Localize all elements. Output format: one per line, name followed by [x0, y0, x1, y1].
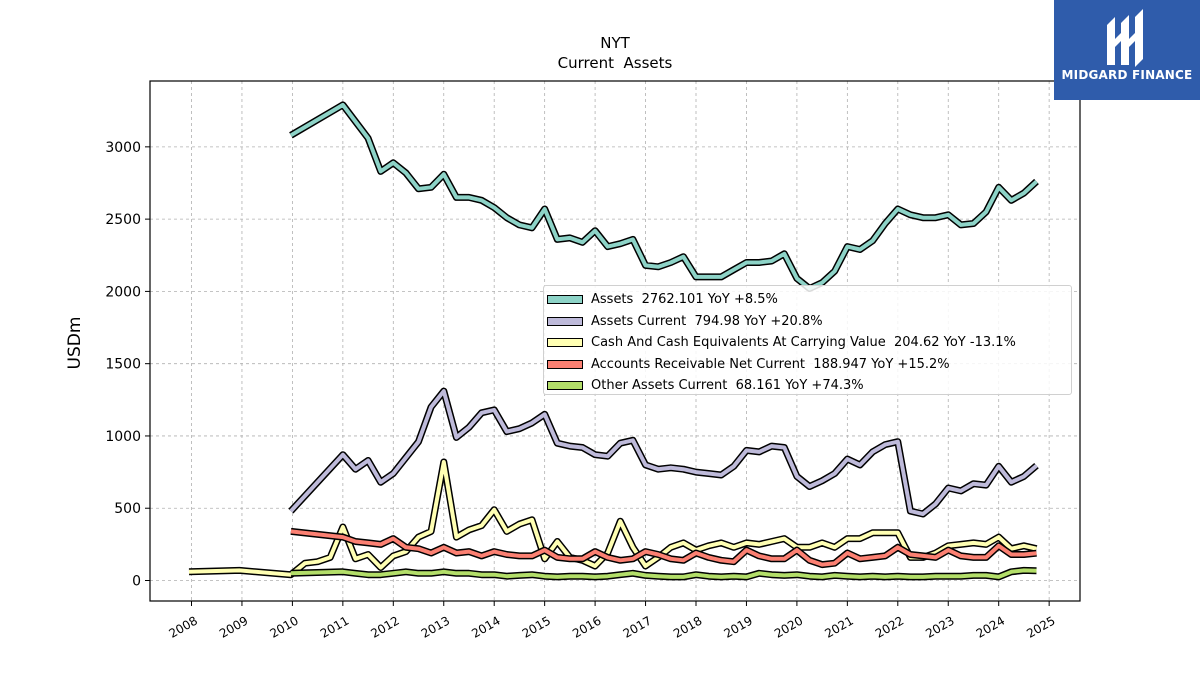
y-tick-label: 2000 [105, 284, 141, 300]
legend-item-receivables: Accounts Receivable Net Current 188.947 … [547, 354, 1071, 376]
x-tick-label: 2024 [974, 613, 1007, 640]
series-line [289, 102, 1038, 291]
x-tick-label: 2025 [1024, 613, 1057, 640]
x-tick-label: 2010 [267, 613, 300, 640]
legend-item-assets-current: Assets Current 794.98 YoY +20.8% [547, 311, 1071, 333]
legend-item-other: Other Assets Current 68.161 YoY +74.3% [547, 375, 1071, 397]
legend-label: Accounts Receivable Net Current 188.947 … [591, 356, 950, 372]
chart-subtitle: Current Assets [558, 54, 673, 72]
x-tick-label: 2019 [721, 613, 754, 640]
legend-label: Assets Current 794.98 YoY +20.8% [591, 313, 823, 329]
x-tick-label: 2008 [167, 613, 200, 640]
x-tick-label: 2016 [570, 613, 603, 640]
chart-title: NYT [600, 34, 630, 52]
series-line-outline [290, 527, 1037, 569]
x-tick-label: 2022 [873, 613, 906, 640]
x-tick-label: 2017 [621, 613, 654, 640]
x-tick-label: 2009 [217, 613, 250, 640]
brand-name: MIDGARD FINANCE [1061, 68, 1193, 82]
legend-swatch [547, 359, 583, 369]
y-tick-label: 500 [114, 501, 141, 517]
y-tick-label: 0 [132, 574, 141, 590]
legend-swatch [547, 381, 583, 391]
legend-item-cash: Cash And Cash Equivalents At Carrying Va… [547, 332, 1071, 354]
series-line-outline [289, 101, 1039, 292]
x-tick-label: 2014 [469, 613, 502, 640]
series-lines [188, 101, 1039, 581]
x-tick-label: 2020 [772, 613, 805, 640]
x-tick-label: 2012 [368, 613, 401, 640]
series-line [290, 529, 1037, 567]
x-tick-label: 2023 [923, 613, 956, 640]
y-tick-label: 1500 [105, 357, 141, 373]
x-tick-label: 2018 [671, 613, 704, 640]
grid-lines [150, 81, 1080, 601]
legend-item-assets: Assets 2762.101 YoY +8.5% [547, 289, 1071, 311]
y-tick-label: 1000 [105, 429, 141, 445]
legend-label: Assets 2762.101 YoY +8.5% [591, 292, 778, 308]
legend-swatch [547, 338, 583, 348]
midgard-logo-icon [1107, 9, 1143, 67]
legend-label: Cash And Cash Equivalents At Carrying Va… [591, 335, 1016, 351]
y-tick-label: 2500 [105, 212, 141, 228]
y-axis-label: USDm [65, 317, 85, 370]
x-tick-label: 2021 [822, 613, 855, 640]
x-tick-label: 2011 [318, 613, 351, 640]
series-line-outline [288, 387, 1039, 518]
plot-frame [149, 80, 1081, 602]
series-line [289, 389, 1038, 516]
legend-swatch [547, 295, 583, 305]
brand-logo: MIDGARD FINANCE [1054, 0, 1200, 100]
y-tick-label: 3000 [105, 140, 141, 156]
x-tick-label: 2013 [419, 613, 452, 640]
chart-legend: Assets 2762.101 YoY +8.5% Assets Current… [543, 285, 1072, 395]
series-line [290, 568, 1037, 579]
legend-swatch [547, 316, 583, 326]
x-tick-label: 2015 [520, 613, 553, 640]
legend-label: Other Assets Current 68.161 YoY +74.3% [591, 378, 864, 394]
